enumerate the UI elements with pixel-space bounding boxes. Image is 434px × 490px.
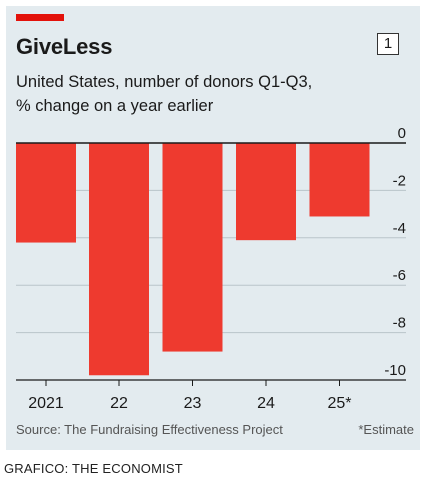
chart-subtitle-line-1: United States, number of donors Q1-Q3, — [16, 73, 313, 91]
y-tick-label: -8 — [393, 315, 406, 332]
chart-subtitle-line-2: % change on a year earlier — [16, 97, 214, 115]
y-tick-label: 0 — [398, 125, 406, 142]
x-tick-label: 24 — [257, 395, 275, 412]
y-tick-label: -4 — [393, 220, 406, 237]
y-tick-label: -6 — [393, 267, 406, 284]
x-tick-label: 22 — [110, 395, 128, 412]
bar — [309, 143, 370, 217]
credit-line: GRAFICO: THE ECONOMIST — [4, 461, 183, 476]
chart-title: GiveLess — [16, 34, 113, 59]
source-note: Source: The Fundraising Effectiveness Pr… — [16, 422, 283, 437]
bar — [16, 143, 76, 243]
x-tick-label: 25* — [327, 395, 351, 412]
accent-bar — [16, 14, 64, 21]
x-tick-label: 23 — [184, 395, 202, 412]
bar — [236, 143, 296, 241]
estimate-footnote: *Estimate — [358, 422, 414, 437]
bar — [162, 143, 223, 352]
y-tick-label: -2 — [393, 172, 406, 189]
y-tick-label: -10 — [384, 362, 406, 379]
chart-number-badge: 1 — [377, 33, 399, 55]
x-tick-label: 2021 — [28, 395, 64, 412]
bar — [89, 143, 149, 376]
